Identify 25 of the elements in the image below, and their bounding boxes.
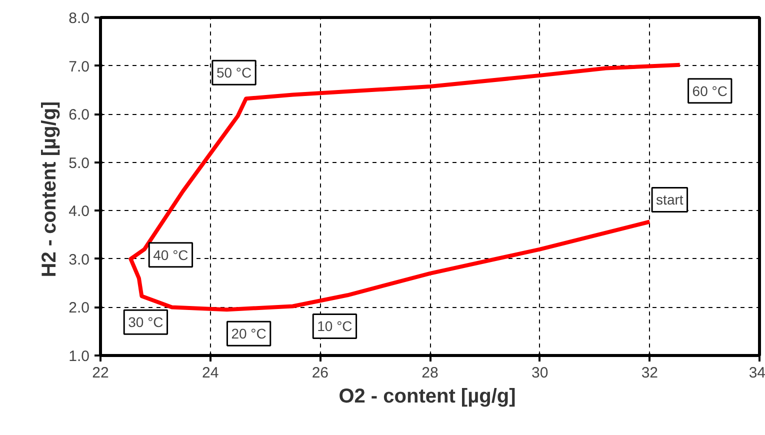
y-tick-label: 4.0 (68, 203, 90, 220)
x-tick-label: 26 (312, 364, 329, 382)
x-tick-label: 24 (202, 364, 219, 382)
x-tick-label: 32 (641, 364, 658, 382)
x-tick-label: 30 (531, 364, 548, 382)
y-tick-label: 5.0 (68, 154, 90, 172)
annotation: 10 °C (317, 318, 352, 334)
annotation: 30 °C (128, 314, 164, 330)
y-axis-title: H2 - content [µg/g] (38, 101, 61, 278)
y-tick-label: 8.0 (68, 10, 90, 27)
y-tick-label: 3.0 (68, 251, 90, 268)
y-tick-label: 7.0 (68, 58, 90, 76)
x-tick-label: 22 (92, 364, 109, 382)
annotation: 40 °C (153, 246, 188, 263)
annotation: 60 °C (692, 82, 728, 99)
x-axis-title: O2 - content [µg/g] (338, 386, 516, 408)
annotation: start (656, 192, 684, 208)
annotation: 50 °C (216, 64, 252, 81)
x-tick-label: 34 (748, 364, 765, 382)
x-tick-label: 28 (422, 364, 438, 382)
y-tick-label: 1.0 (68, 348, 90, 365)
y-tick-label: 2.0 (68, 300, 90, 317)
line-series (128, 62, 682, 312)
annotation: 20 °C (231, 326, 266, 342)
y-tick-label: 6.0 (68, 106, 90, 124)
